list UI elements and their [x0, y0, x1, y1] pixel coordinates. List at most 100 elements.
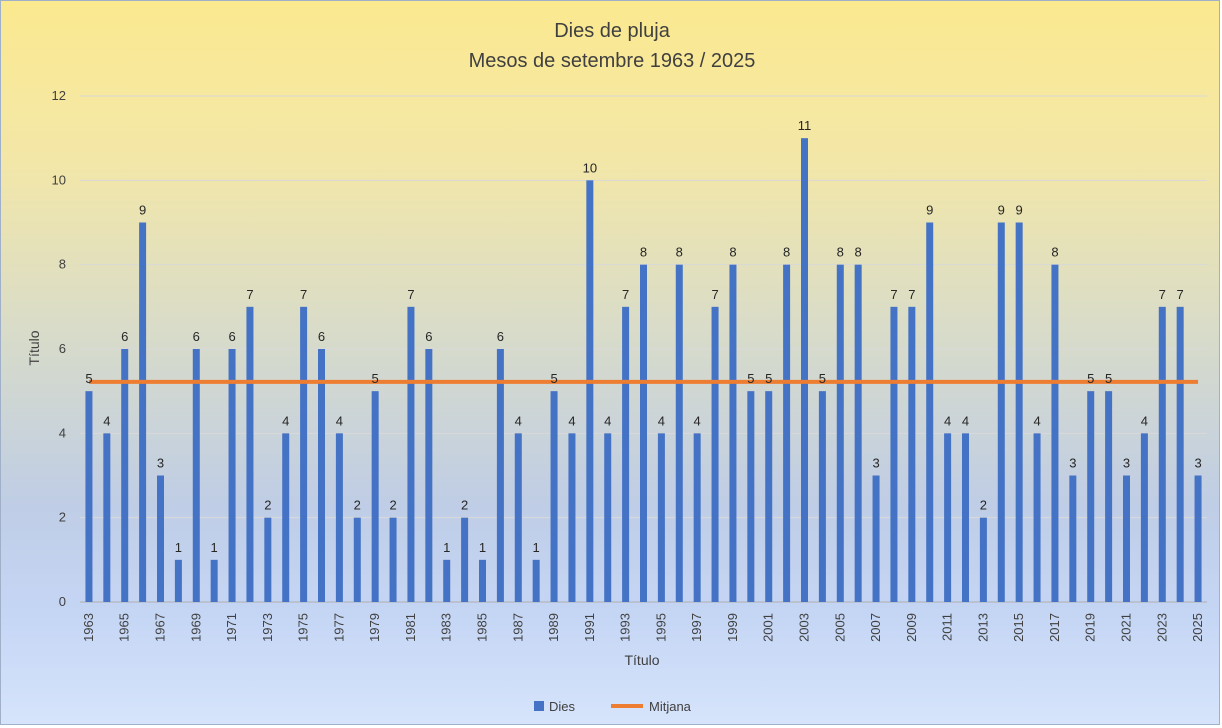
data-label: 9 [139, 203, 146, 218]
chart-title: Dies de pluja [554, 20, 671, 42]
data-label: 2 [461, 498, 468, 513]
bar [747, 391, 755, 602]
bar [479, 559, 486, 602]
legend-mitjana-label: Mitjana [649, 699, 692, 714]
data-label: 3 [1194, 456, 1201, 471]
bar [640, 264, 647, 602]
data-label: 6 [318, 329, 325, 344]
data-label: 1 [479, 540, 486, 555]
data-label: 1 [175, 540, 182, 555]
legend-dies-label: Dies [549, 699, 576, 714]
data-label: 7 [300, 287, 307, 302]
x-tick-label: 2023 [1154, 613, 1169, 642]
bar [353, 517, 361, 602]
bar [139, 222, 147, 602]
bar [1051, 264, 1059, 602]
x-tick-label: 2025 [1190, 613, 1205, 642]
data-label: 5 [1087, 371, 1094, 386]
data-label: 7 [1177, 287, 1184, 302]
x-tick-label: 2001 [761, 613, 776, 642]
data-label: 7 [407, 287, 414, 302]
x-tick-label: 2011 [940, 613, 955, 641]
bar [550, 391, 558, 602]
data-label: 2 [389, 498, 396, 513]
data-label: 9 [926, 203, 933, 218]
data-label: 9 [998, 203, 1005, 218]
bar [729, 264, 737, 602]
bar [461, 517, 469, 602]
bar [335, 433, 343, 602]
data-label: 8 [676, 245, 683, 260]
bar [604, 433, 612, 602]
bar [586, 180, 594, 603]
bar [443, 559, 451, 602]
y-axis-ticks: 0 2 4 6 8 10 12 [52, 88, 66, 609]
bar [872, 475, 880, 602]
data-label: 5 [372, 371, 379, 386]
x-tick-label: 1985 [475, 613, 490, 642]
bar [371, 391, 379, 602]
x-tick-label: 2017 [1047, 613, 1062, 642]
bars [85, 138, 1202, 603]
bar [693, 433, 701, 602]
data-label: 4 [336, 413, 343, 428]
y-tick-label: 4 [59, 425, 66, 440]
bar [318, 349, 325, 602]
bar [1069, 475, 1077, 602]
data-label: 5 [85, 371, 92, 386]
bar [711, 306, 719, 602]
x-tick-label: 2009 [904, 613, 919, 642]
data-label: 5 [1105, 371, 1112, 386]
data-label: 4 [694, 413, 701, 428]
bar [210, 559, 218, 602]
bar [568, 433, 576, 602]
data-label: 1 [211, 540, 218, 555]
x-tick-label: 1999 [725, 613, 740, 642]
bar [103, 433, 111, 602]
x-tick-label: 1987 [510, 613, 525, 642]
data-label: 8 [729, 245, 736, 260]
data-label: 4 [1033, 413, 1040, 428]
x-tick-label: 1973 [260, 613, 275, 642]
bar [282, 433, 290, 602]
bar [300, 306, 308, 602]
bar [908, 306, 916, 602]
x-tick-label: 1981 [403, 613, 418, 642]
data-label: 4 [568, 413, 575, 428]
x-tick-label: 2007 [868, 613, 883, 642]
legend-dies-swatch [534, 701, 544, 711]
bar [783, 264, 791, 602]
x-tick-label: 2005 [832, 613, 847, 642]
data-label: 8 [837, 245, 844, 260]
x-tick-label: 2021 [1119, 613, 1134, 642]
data-label: 6 [193, 329, 200, 344]
data-label: 6 [425, 329, 432, 344]
y-axis-title: Título [26, 330, 42, 365]
y-tick-label: 12 [52, 88, 66, 103]
data-label: 7 [711, 287, 718, 302]
x-tick-label: 1979 [367, 613, 382, 642]
x-axis-title: Título [624, 652, 659, 668]
data-label: 5 [819, 371, 826, 386]
data-label: 4 [604, 413, 611, 428]
data-label: 2 [354, 498, 361, 513]
bar [1194, 475, 1202, 602]
bar [246, 306, 254, 602]
x-tick-label: 2003 [797, 613, 812, 642]
data-label: 8 [783, 245, 790, 260]
y-tick-label: 2 [59, 510, 66, 525]
data-label: 3 [1123, 456, 1130, 471]
data-label: 4 [658, 413, 665, 428]
bar [801, 138, 808, 602]
bar [496, 349, 504, 602]
bar [1015, 222, 1023, 602]
data-label: 3 [1069, 456, 1076, 471]
x-tick-label: 2019 [1083, 613, 1098, 642]
bar [979, 517, 987, 602]
data-label: 6 [497, 329, 504, 344]
data-label: 4 [944, 413, 951, 428]
bar [1176, 306, 1184, 602]
y-tick-label: 6 [59, 341, 66, 356]
